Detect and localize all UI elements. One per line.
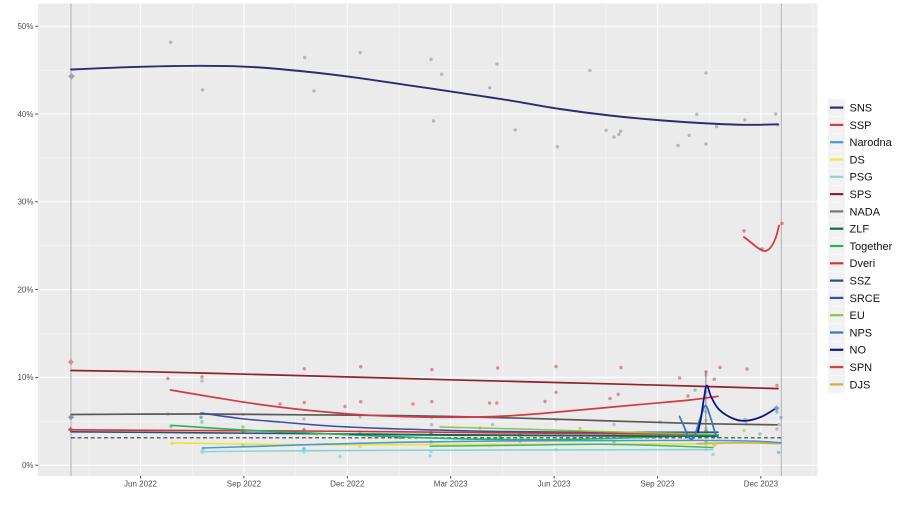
svg-text:Dveri: Dveri <box>850 258 876 270</box>
svg-text:10%: 10% <box>17 373 33 382</box>
svg-text:30%: 30% <box>17 198 33 207</box>
svg-text:0%: 0% <box>22 461 34 470</box>
svg-text:Jun 2023: Jun 2023 <box>538 480 571 489</box>
svg-text:SSP: SSP <box>850 120 872 132</box>
svg-text:40%: 40% <box>17 110 33 119</box>
svg-text:20%: 20% <box>17 285 33 294</box>
svg-text:Sep 2023: Sep 2023 <box>640 480 675 489</box>
svg-text:SSZ: SSZ <box>850 276 872 288</box>
svg-text:Narodna: Narodna <box>850 137 893 149</box>
svg-text:Together: Together <box>850 241 893 253</box>
svg-text:NPS: NPS <box>850 327 873 339</box>
svg-text:DS: DS <box>850 154 865 166</box>
svg-text:DJS: DJS <box>850 379 871 391</box>
svg-text:EU: EU <box>850 310 865 322</box>
svg-text:NO: NO <box>850 345 867 357</box>
svg-text:ZLF: ZLF <box>850 224 870 236</box>
svg-text:SRCE: SRCE <box>850 293 881 305</box>
svg-text:50%: 50% <box>17 22 33 31</box>
svg-text:Dec 2023: Dec 2023 <box>744 480 779 489</box>
svg-text:SNS: SNS <box>850 103 873 115</box>
svg-text:NADA: NADA <box>850 206 881 218</box>
svg-text:Jun 2022: Jun 2022 <box>124 480 157 489</box>
svg-text:SPS: SPS <box>850 189 872 201</box>
svg-text:Mar 2023: Mar 2023 <box>434 480 468 489</box>
svg-text:Sep 2022: Sep 2022 <box>227 480 262 489</box>
svg-text:PSG: PSG <box>850 172 873 184</box>
svg-text:Dec 2022: Dec 2022 <box>330 480 365 489</box>
svg-text:SPN: SPN <box>850 362 873 374</box>
